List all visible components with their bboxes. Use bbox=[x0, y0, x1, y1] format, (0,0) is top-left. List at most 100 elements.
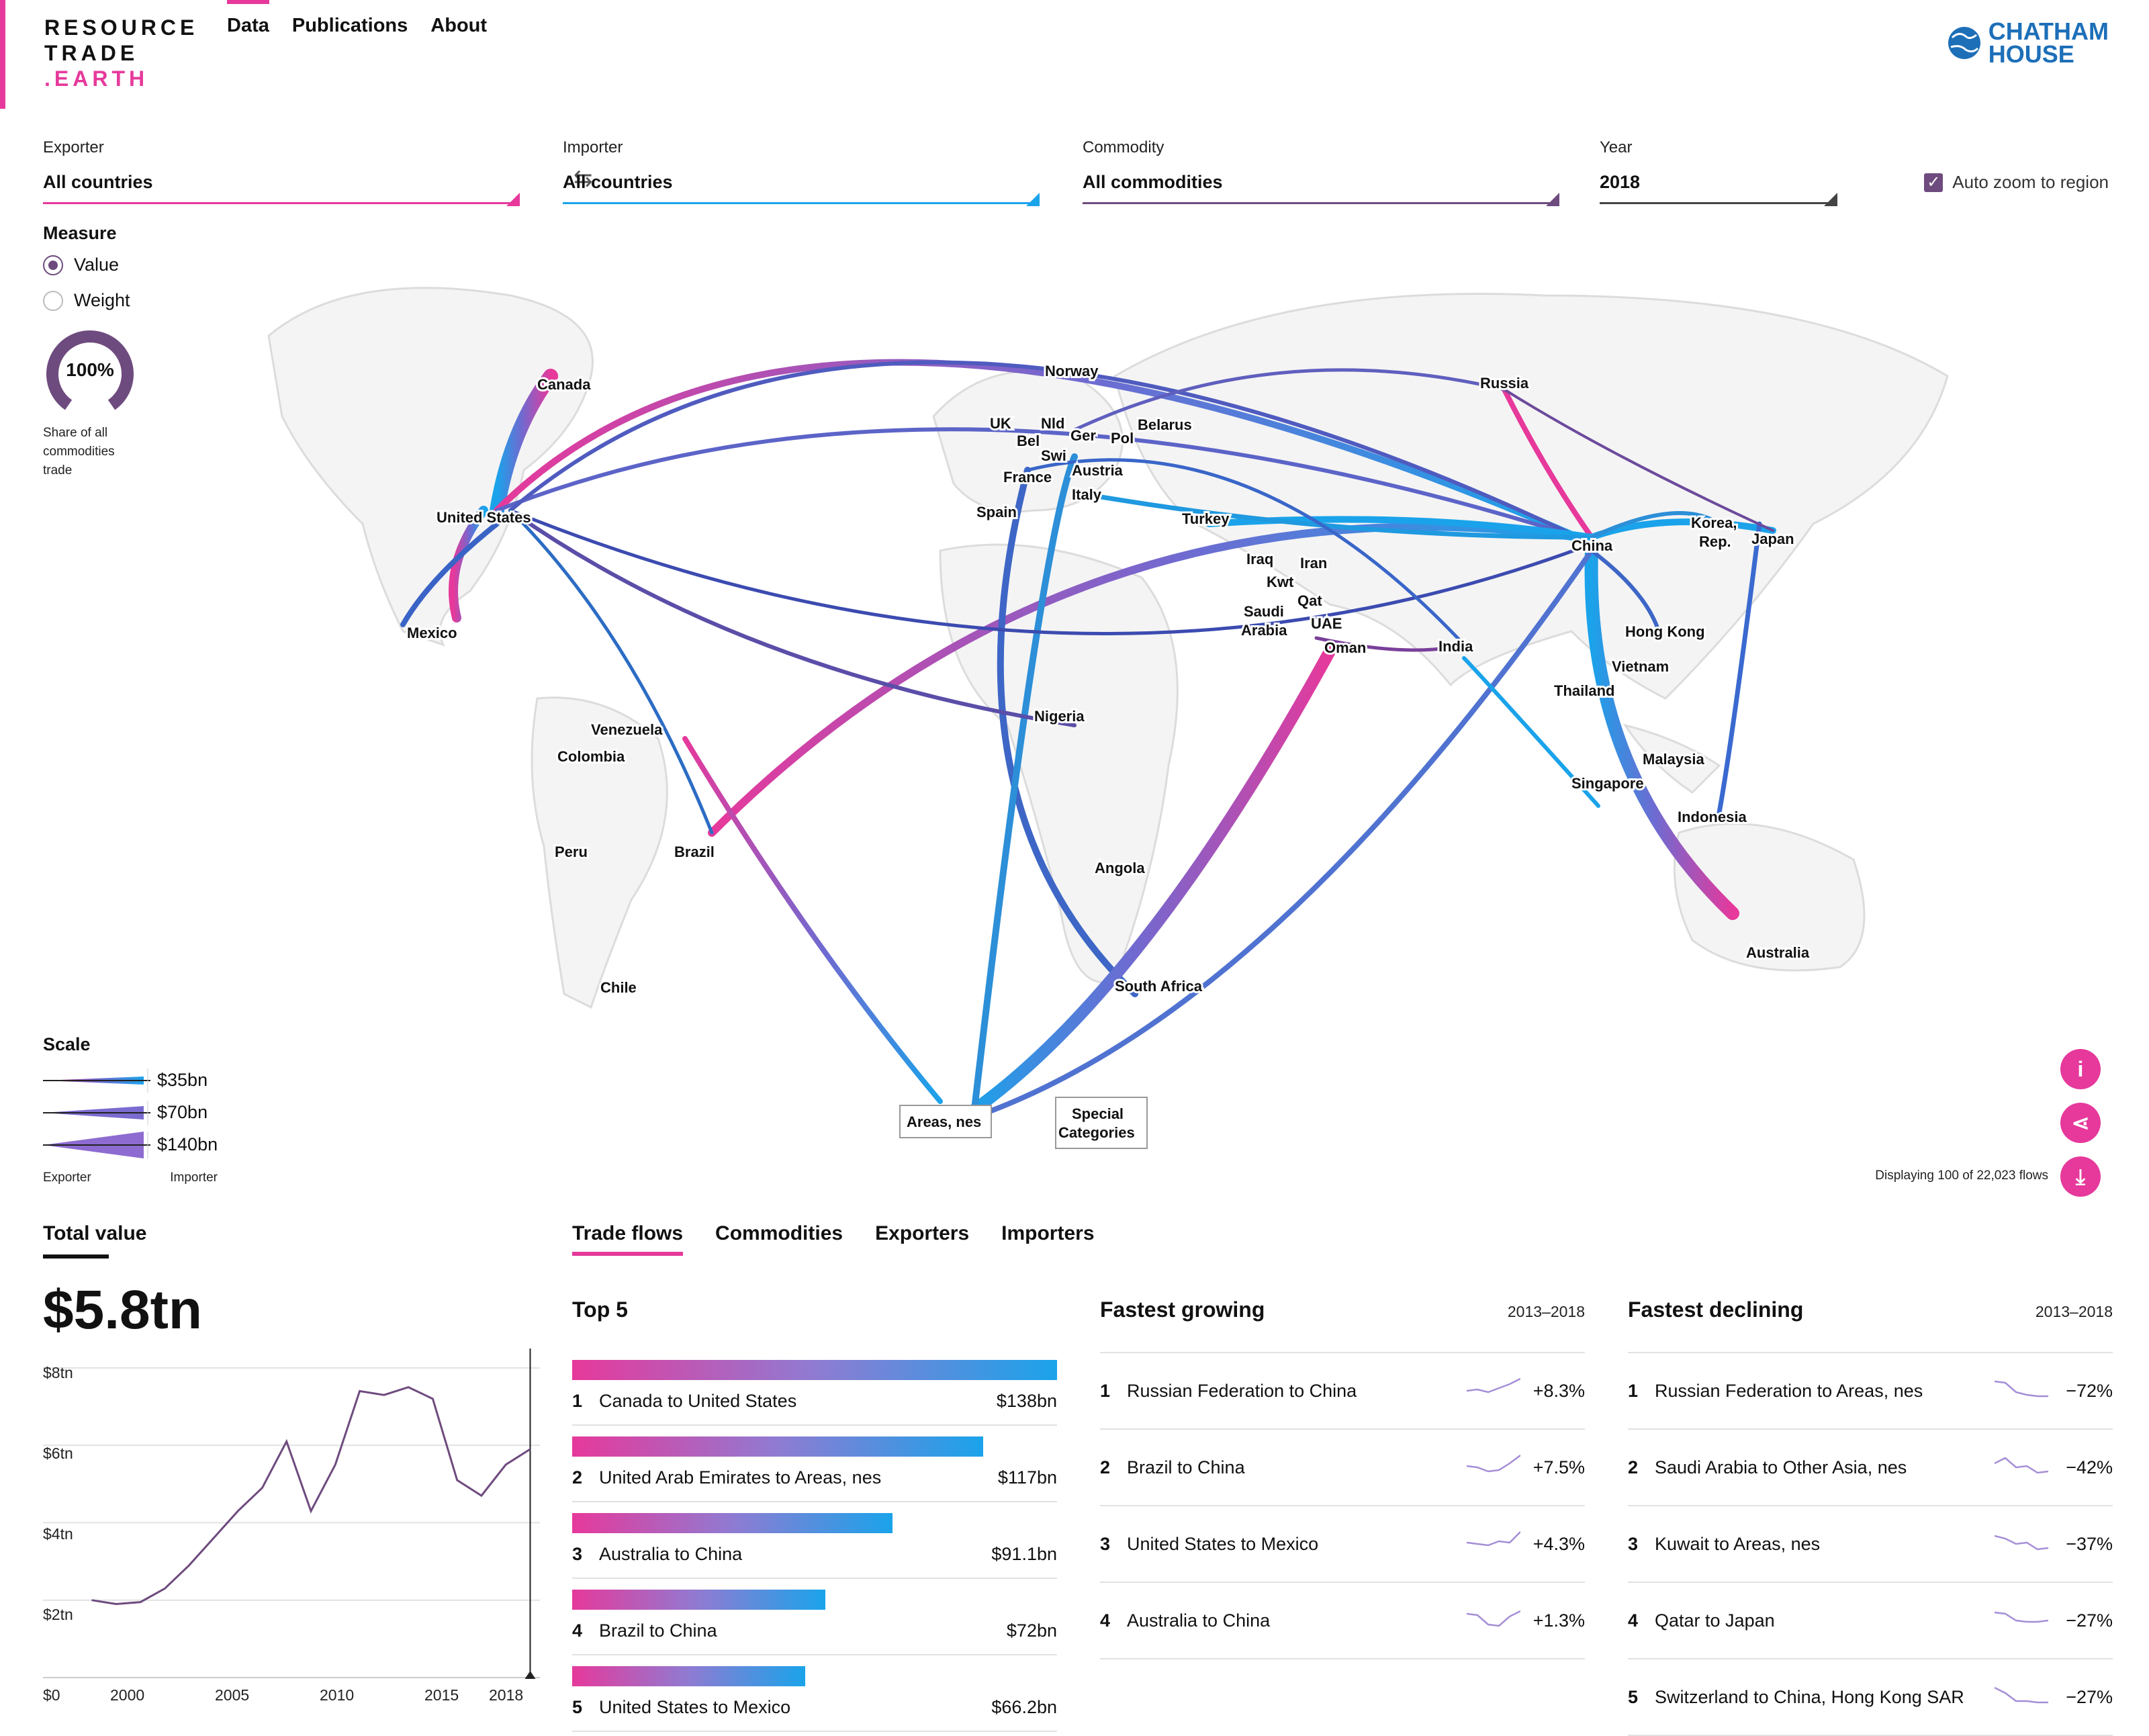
map-label-china: China bbox=[1571, 537, 1613, 554]
radio-selected-icon[interactable] bbox=[43, 255, 63, 275]
map-label-south-africa: South Africa bbox=[1115, 978, 1203, 995]
scale-label: $70bn bbox=[157, 1102, 208, 1123]
checkbox-checked-icon[interactable]: ✓ bbox=[1924, 173, 1943, 192]
chatham-house-logo[interactable]: CHATHAM HOUSE bbox=[1946, 20, 2109, 66]
option-label: Value bbox=[74, 255, 119, 275]
map-label-colombia: Colombia bbox=[557, 748, 625, 765]
y-tick-label: $2tn bbox=[43, 1606, 73, 1623]
map-label-oman: Oman bbox=[1324, 639, 1366, 656]
nav-data[interactable]: Data bbox=[227, 0, 269, 55]
sparkline-path bbox=[1995, 1381, 2048, 1396]
trade-flow-map[interactable]: Canada United States Mexico Venezuela Co… bbox=[201, 215, 2095, 1195]
item-name: United States to Mexico bbox=[599, 1697, 790, 1718]
list-item[interactable]: 1 Canada to United States $138bn bbox=[572, 1349, 1057, 1426]
map-label-venezuela: Venezuela bbox=[591, 721, 663, 738]
map-label-vietnam: Vietnam bbox=[1612, 658, 1669, 675]
map-label-bel: Bel bbox=[1017, 432, 1040, 449]
commodity-select[interactable]: Commodity All commodities bbox=[1083, 138, 1559, 204]
item-rank: 1 bbox=[572, 1391, 582, 1412]
site-logo[interactable]: RESOURCE TRADE .EARTH bbox=[44, 15, 198, 91]
commodity-value[interactable]: All commodities bbox=[1083, 172, 1559, 204]
map-label-hong-kong: Hong Kong bbox=[1625, 623, 1705, 640]
radio-empty-icon[interactable] bbox=[43, 291, 63, 311]
autozoom-toggle[interactable]: ✓ Auto zoom to region bbox=[1924, 172, 2109, 193]
tab-exporters[interactable]: Exporters bbox=[875, 1222, 969, 1256]
importer-value[interactable]: All countries bbox=[563, 172, 1040, 204]
item-name: Australia to China bbox=[599, 1544, 742, 1565]
sparkline bbox=[1995, 1606, 2048, 1633]
logo-line: TRADE bbox=[44, 40, 198, 66]
map-label-us: United States bbox=[437, 509, 531, 526]
tab-importers[interactable]: Importers bbox=[1001, 1222, 1094, 1256]
total-value-chart[interactable]: $8tn $6tn $4tn $2tn $0 2000 2005 2010 20… bbox=[43, 1349, 540, 1725]
item-name: Brazil to China bbox=[1127, 1430, 1245, 1505]
item-rank: 4 bbox=[572, 1620, 582, 1641]
item-name: Russian Federation to China bbox=[1127, 1353, 1357, 1428]
map-label-korea-rep: Rep. bbox=[1699, 533, 1731, 550]
map-label-peru: Peru bbox=[555, 843, 588, 860]
tab-trade-flows[interactable]: Trade flows bbox=[572, 1222, 683, 1256]
x-tick-label: 2010 bbox=[320, 1686, 354, 1704]
info-button[interactable]: i bbox=[2060, 1049, 2101, 1089]
year-select[interactable]: Year 2018 bbox=[1600, 138, 1837, 204]
measure-option-weight[interactable]: Weight bbox=[43, 290, 144, 311]
land-masses bbox=[269, 288, 1948, 1007]
item-value: $138bn bbox=[997, 1391, 1057, 1412]
dropdown-triangle-icon bbox=[506, 193, 520, 206]
total-value-line bbox=[92, 1387, 531, 1604]
year-value[interactable]: 2018 bbox=[1600, 172, 1837, 204]
exporter-value[interactable]: All countries bbox=[43, 172, 520, 204]
scale-row: $70bn bbox=[43, 1099, 244, 1132]
exporter-select[interactable]: Exporter All countries bbox=[43, 138, 520, 204]
map-label-nld: Nld bbox=[1041, 415, 1064, 432]
tab-commodities[interactable]: Commodities bbox=[715, 1222, 843, 1256]
share-button[interactable]: ⋖ bbox=[2060, 1103, 2101, 1143]
item-value: $66.2bn bbox=[991, 1697, 1057, 1718]
scale-label: $140bn bbox=[157, 1134, 218, 1155]
sparkline-path bbox=[1995, 1536, 2048, 1549]
map-label-france: France bbox=[1003, 469, 1052, 486]
item-name: Canada to United States bbox=[599, 1391, 796, 1412]
map-label-brazil: Brazil bbox=[674, 843, 715, 860]
sparkline-path bbox=[1995, 1458, 2048, 1473]
total-underline bbox=[43, 1254, 109, 1259]
map-label-chile: Chile bbox=[600, 979, 637, 996]
map-label-mexico: Mexico bbox=[407, 625, 457, 641]
item-name: Kuwait to Areas, nes bbox=[1655, 1506, 1820, 1582]
data-tabs: Trade flows Commodities Exporters Import… bbox=[572, 1222, 1095, 1256]
item-value: −42% bbox=[2066, 1430, 2113, 1505]
chart-line-layer bbox=[91, 1349, 535, 1679]
year-label: Year bbox=[1600, 138, 1837, 157]
nav-about[interactable]: About bbox=[430, 0, 487, 55]
exporter-label: Exporter bbox=[43, 138, 520, 157]
item-rank: 2 bbox=[572, 1467, 582, 1488]
option-label: Weight bbox=[74, 290, 130, 311]
map-label-swi: Swi bbox=[1041, 447, 1066, 464]
map-label-pol: Pol bbox=[1111, 430, 1134, 447]
map-label-uae: UAE bbox=[1311, 615, 1342, 632]
value-bar bbox=[572, 1666, 805, 1686]
item-rank: 5 bbox=[1628, 1659, 1638, 1735]
nav-publications[interactable]: Publications bbox=[292, 0, 408, 55]
item-rank: 1 bbox=[1628, 1353, 1638, 1428]
measure-option-value[interactable]: Value bbox=[43, 255, 144, 275]
download-button[interactable]: ⤓ bbox=[2060, 1156, 2101, 1197]
item-name: Qatar to Japan bbox=[1655, 1583, 1775, 1658]
importer-select[interactable]: Importer All countries bbox=[563, 138, 1040, 204]
map-label-canada: Canada bbox=[537, 376, 591, 393]
map-label-austria: Austria bbox=[1072, 462, 1124, 479]
